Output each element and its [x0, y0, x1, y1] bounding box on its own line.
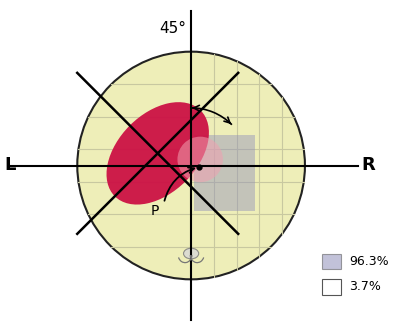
Text: 45°: 45°: [160, 22, 186, 36]
Ellipse shape: [184, 248, 199, 259]
Bar: [322, 254, 341, 269]
Bar: [322, 279, 341, 295]
Text: R: R: [361, 157, 375, 174]
Bar: [194, 135, 255, 211]
Text: P: P: [150, 204, 159, 218]
Circle shape: [77, 52, 305, 279]
Text: 96.3%: 96.3%: [349, 255, 389, 268]
Ellipse shape: [107, 102, 209, 205]
Text: L: L: [4, 157, 16, 174]
Text: 3.7%: 3.7%: [349, 280, 381, 293]
Circle shape: [177, 137, 223, 182]
